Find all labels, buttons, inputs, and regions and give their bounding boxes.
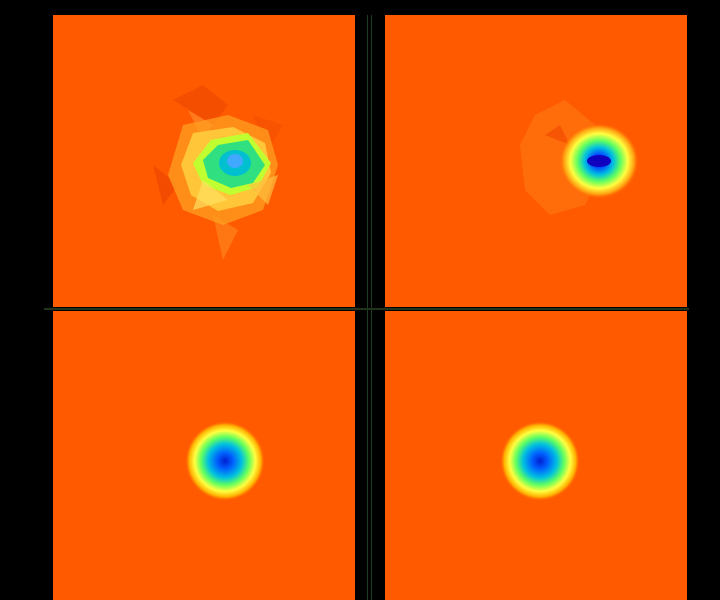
vertical-divider (359, 15, 383, 600)
facet (153, 165, 178, 205)
facet (545, 125, 570, 145)
blob-core-center (227, 154, 243, 168)
heatmap-top-left (153, 85, 283, 260)
facet (193, 180, 228, 210)
heatmap-panel-bottom-right (385, 311, 687, 600)
ring-gradient (500, 421, 580, 501)
heatmap-panel-top-left (53, 15, 355, 307)
heatmap-bottom-right (500, 421, 580, 501)
heatmap-bottom-left (185, 421, 265, 501)
horizontal-divider (44, 308, 689, 310)
blob-core (587, 155, 611, 167)
facet (213, 215, 238, 260)
ring-gradient (185, 421, 265, 501)
heatmap-panel-bottom-left (53, 311, 355, 600)
heatmap-panel-top-right (385, 15, 687, 307)
facet (173, 85, 228, 125)
heatmap-top-right (520, 100, 639, 215)
facet (248, 175, 278, 205)
